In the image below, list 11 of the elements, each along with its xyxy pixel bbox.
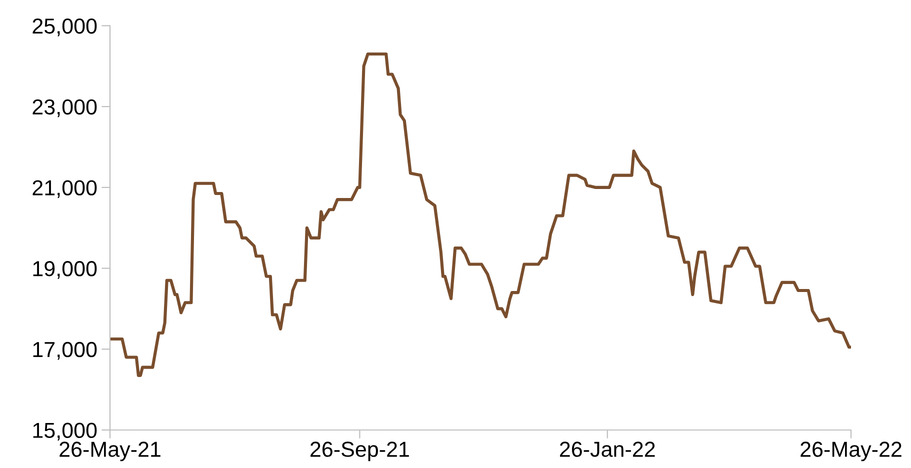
y-tick-label: 17,000 — [33, 342, 97, 360]
x-tick-label: 26-May-21 — [60, 442, 160, 462]
y-tick-label: 19,000 — [33, 261, 97, 279]
y-tick-label: 23,000 — [32, 99, 97, 118]
x-tick-label: 26-Jan-22 — [560, 442, 655, 457]
line-series — [110, 52, 851, 377]
y-tick-label: 15,000 — [33, 422, 97, 441]
x-tick-label: 26-Sep-21 — [310, 442, 409, 462]
y-tick-label: 25,000 — [32, 18, 97, 36]
y-tick-label: 21,000 — [32, 180, 97, 198]
x-tick-label: 26-May-22 — [800, 442, 902, 462]
